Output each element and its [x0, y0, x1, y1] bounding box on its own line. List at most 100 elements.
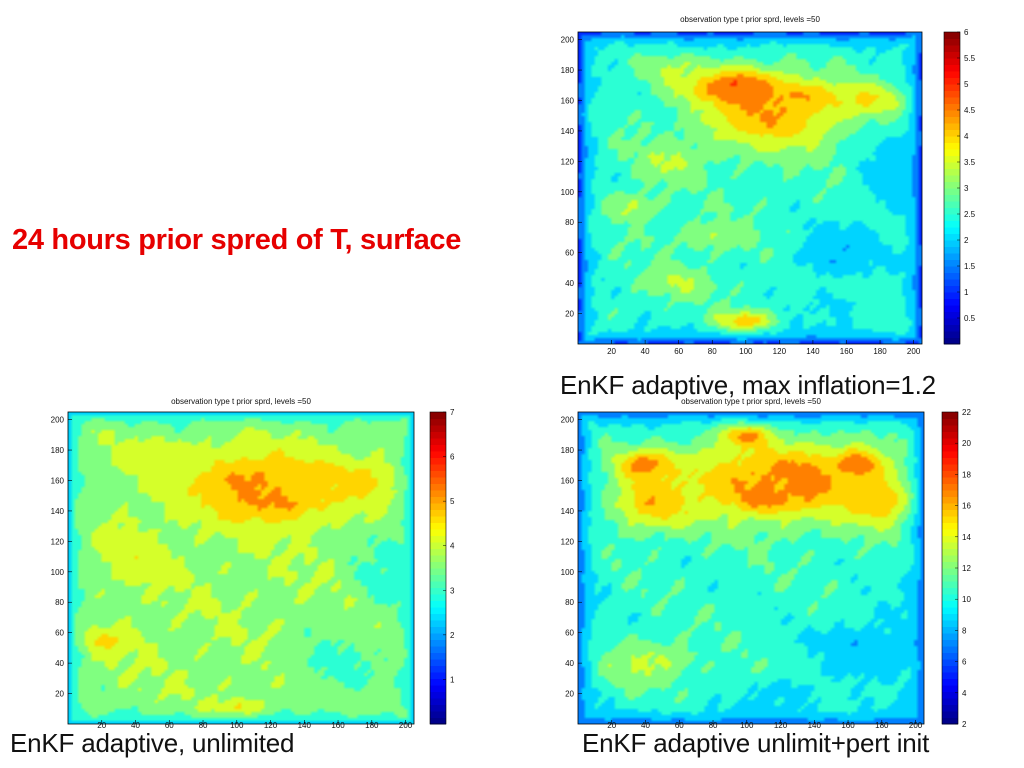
chart-title: observation type t prior sprd, levels =5… — [680, 15, 820, 24]
colorbar-segment — [430, 581, 446, 588]
colorbar-tick-label: 2 — [450, 631, 455, 640]
colorbar-segment — [430, 633, 446, 640]
colorbar-tick-label: 12 — [962, 564, 971, 573]
colorbar-segment — [430, 646, 446, 653]
colorbar-segment — [942, 503, 958, 510]
x-tick-label: 120 — [264, 721, 278, 730]
colorbar-segment — [944, 324, 960, 332]
y-tick-label: 40 — [565, 659, 574, 668]
x-tick-label: 20 — [97, 721, 106, 730]
colorbar-segment — [944, 162, 960, 169]
colorbar-segment — [944, 181, 960, 189]
chart-title: observation type t prior sprd, levels =5… — [171, 397, 311, 406]
colorbar-segment — [944, 38, 960, 46]
colorbar-segment — [944, 266, 960, 273]
chart-max-inflation: observation type t prior sprd, levels =5… — [552, 10, 992, 366]
x-tick-label: 160 — [840, 347, 854, 356]
colorbar-segment — [942, 646, 958, 653]
colorbar-segment — [944, 207, 960, 215]
y-tick-label: 120 — [561, 537, 575, 546]
x-tick-label: 140 — [298, 721, 312, 730]
colorbar-tick-label: 8 — [962, 626, 967, 635]
colorbar-segment — [944, 149, 960, 156]
colorbar-segment — [942, 659, 958, 666]
colorbar-segment — [430, 496, 446, 504]
x-tick-label: 180 — [873, 347, 887, 356]
y-tick-label: 140 — [561, 507, 575, 516]
x-tick-label: 80 — [709, 721, 718, 730]
colorbar-tick-label: 3 — [450, 586, 455, 595]
colorbar-tick-label: 6 — [962, 658, 967, 667]
colorbar-tick-label: 6 — [964, 28, 969, 37]
colorbar-segment — [944, 272, 960, 280]
colorbar-segment — [942, 607, 958, 614]
colorbar-segment — [942, 633, 958, 640]
x-tick-label: 20 — [607, 721, 616, 730]
x-tick-label: 160 — [841, 721, 855, 730]
x-tick-label: 80 — [199, 721, 208, 730]
y-tick-label: 20 — [55, 690, 64, 699]
colorbar-tick-label: 16 — [962, 502, 971, 511]
colorbar-segment — [430, 639, 446, 647]
y-tick-label: 180 — [561, 446, 575, 455]
x-tick-label: 40 — [641, 721, 650, 730]
colorbar-tick-label: 7 — [450, 408, 455, 417]
y-tick-label: 100 — [561, 188, 575, 197]
colorbar-segment — [942, 613, 958, 621]
heatmap-field — [578, 412, 924, 724]
colorbar-segment — [944, 84, 960, 91]
colorbar-segment — [942, 477, 958, 484]
colorbar-segment — [944, 97, 960, 104]
colorbar-segment — [942, 412, 958, 419]
y-tick-label: 60 — [565, 629, 574, 638]
colorbar-segment — [430, 613, 446, 621]
y-tick-label: 140 — [561, 127, 575, 136]
colorbar-segment — [942, 444, 958, 452]
colorbar-segment — [430, 470, 446, 478]
y-tick-label: 80 — [55, 598, 64, 607]
axes-frame — [67, 411, 415, 725]
colorbar-segment — [942, 581, 958, 588]
x-tick-label: 40 — [641, 347, 650, 356]
colorbar-segment — [944, 129, 960, 137]
x-tick-label: 60 — [674, 347, 683, 356]
colorbar-segment — [942, 425, 958, 432]
colorbar-segment — [944, 58, 960, 65]
heatmap-unlimit-pert-init: observation type t prior sprd, levels =5… — [561, 397, 972, 730]
heatmap-field — [578, 32, 922, 344]
colorbar-segment — [942, 568, 958, 575]
colorbar-tick-label: 5 — [964, 80, 969, 89]
colorbar-segment — [942, 548, 958, 556]
colorbar-segment — [944, 298, 960, 306]
colorbar-segment — [430, 542, 446, 549]
heatmap-max-inflation: observation type t prior sprd, levels =5… — [561, 15, 976, 356]
colorbar-segment — [430, 659, 446, 666]
colorbar-tick-label: 1 — [964, 288, 969, 297]
colorbar-frame — [429, 411, 447, 725]
colorbar-segment — [430, 685, 446, 692]
slide-title: 24 hours prior spred of T, surface — [12, 224, 462, 256]
axes-frame — [577, 31, 923, 345]
colorbar-tick-label: 4 — [962, 689, 967, 698]
colorbar-segment — [944, 279, 960, 286]
colorbar-segment — [942, 574, 958, 582]
heatmap-field — [68, 412, 414, 724]
x-tick-label: 120 — [774, 721, 788, 730]
colorbar-segment — [944, 110, 960, 117]
colorbar-segment — [430, 509, 446, 517]
y-tick-label: 40 — [55, 659, 64, 668]
colorbar-segment — [430, 626, 446, 634]
y-tick-label: 200 — [561, 416, 575, 425]
colorbar-segment — [942, 542, 958, 549]
colorbar-segment — [430, 711, 446, 718]
y-tick-label: 120 — [561, 157, 575, 166]
y-tick-label: 180 — [51, 446, 65, 455]
colorbar-segment — [430, 457, 446, 465]
colorbar-segment — [944, 123, 960, 130]
colorbar-segment — [942, 717, 958, 725]
colorbar-segment — [944, 201, 960, 208]
colorbar-segment — [944, 246, 960, 254]
y-tick-label: 20 — [565, 690, 574, 699]
colorbar-segment — [430, 665, 446, 673]
colorbar-segment — [944, 227, 960, 234]
